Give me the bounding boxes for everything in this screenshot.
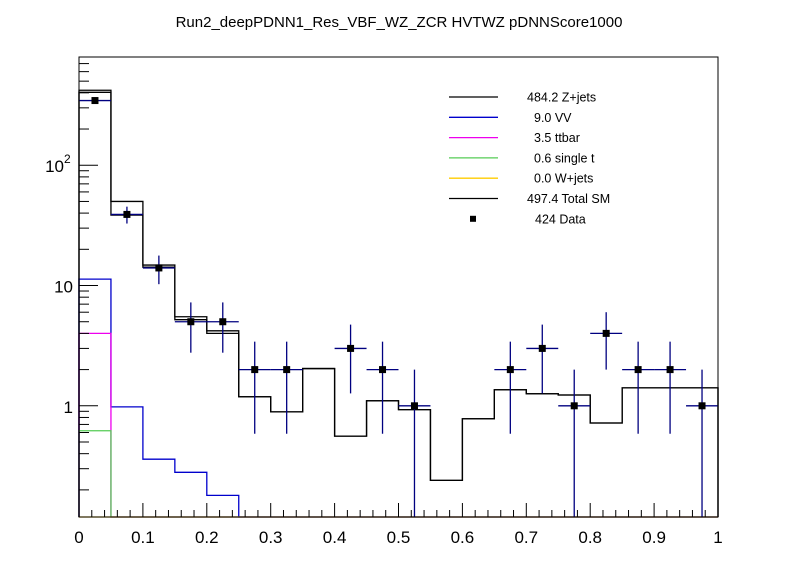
- legend-label: 484.2 Z+jets: [527, 91, 596, 105]
- data-marker: [666, 366, 674, 374]
- data-point: [526, 324, 559, 394]
- data-marker: [347, 344, 355, 352]
- data-point: [654, 341, 687, 434]
- x-tick-label: 0.3: [259, 528, 283, 547]
- data-point: [110, 206, 143, 224]
- x-tick-label: 0.5: [387, 528, 411, 547]
- data-marker: [698, 402, 706, 410]
- data-marker: [123, 210, 131, 218]
- data-marker: [506, 366, 514, 374]
- x-tick-label: 0.1: [131, 528, 155, 547]
- legend-marker: [470, 215, 476, 222]
- x-tick-label: 0.6: [451, 528, 475, 547]
- legend: 484.2 Z+jets 9.0 VV 3.5 ttbar 0.6 single t 0…: [449, 91, 610, 226]
- chart-title: Run2_deepPDNN1_Res_VBF_WZ_ZCR HVTWZ pDNN…: [176, 14, 623, 31]
- data-point: [206, 302, 239, 353]
- legend-label: 0.6 single t: [534, 151, 595, 165]
- data-point: [686, 369, 718, 517]
- y-tick-exponent: 2: [64, 152, 71, 166]
- data-marker: [187, 318, 195, 326]
- data-marker: [570, 402, 578, 410]
- data-point: [174, 302, 207, 353]
- x-tick-label: 0: [74, 528, 83, 547]
- legend-label: 424 Data: [535, 212, 586, 226]
- data-points: [79, 97, 718, 517]
- x-tick-label: 0.7: [514, 528, 538, 547]
- y-tick-label: 1: [64, 398, 73, 417]
- data-marker: [634, 366, 642, 374]
- data-marker: [379, 366, 387, 374]
- data-marker: [410, 402, 418, 410]
- x-tick-label: 0.4: [323, 528, 347, 547]
- legend-label: 3.5 ttbar: [534, 131, 580, 145]
- data-marker: [219, 318, 227, 326]
- data-marker: [602, 329, 610, 337]
- legend-label: 0.0 W+jets: [534, 172, 593, 186]
- data-point: [366, 341, 399, 434]
- data-point: [494, 341, 527, 434]
- legend-label: 9.0 VV: [534, 111, 572, 125]
- x-tick-label: 0.9: [642, 528, 666, 547]
- data-marker: [251, 366, 259, 374]
- data-point: [270, 341, 303, 434]
- data-marker: [538, 344, 546, 352]
- data-point: [79, 97, 111, 105]
- data-point: [590, 312, 623, 370]
- x-tick-label: 0.8: [578, 528, 602, 547]
- legend-entry: 424 Data: [470, 212, 586, 226]
- legend-entry: 9.0 VV: [449, 111, 572, 125]
- data-point: [398, 369, 431, 517]
- x-tick-label: 0.2: [195, 528, 219, 547]
- data-marker: [155, 264, 163, 272]
- legend-entry: 0.6 single t: [449, 151, 595, 165]
- data-point: [142, 255, 175, 285]
- data-marker: [91, 97, 99, 105]
- legend-entry: 0.0 W+jets: [449, 172, 593, 186]
- data-point: [334, 324, 367, 394]
- data-point: [238, 341, 271, 434]
- x-tick-label: 1: [713, 528, 722, 547]
- data-point: [622, 341, 655, 434]
- y-tick-label: 10: [45, 157, 64, 176]
- legend-label: 497.4 Total SM: [527, 192, 610, 206]
- legend-entry: 484.2 Z+jets: [449, 91, 596, 105]
- y-tick-label: 10: [54, 278, 73, 297]
- legend-entry: 3.5 ttbar: [449, 131, 580, 145]
- data-point: [558, 369, 591, 517]
- legend-entry: 497.4 Total SM: [449, 192, 610, 206]
- data-marker: [283, 366, 291, 374]
